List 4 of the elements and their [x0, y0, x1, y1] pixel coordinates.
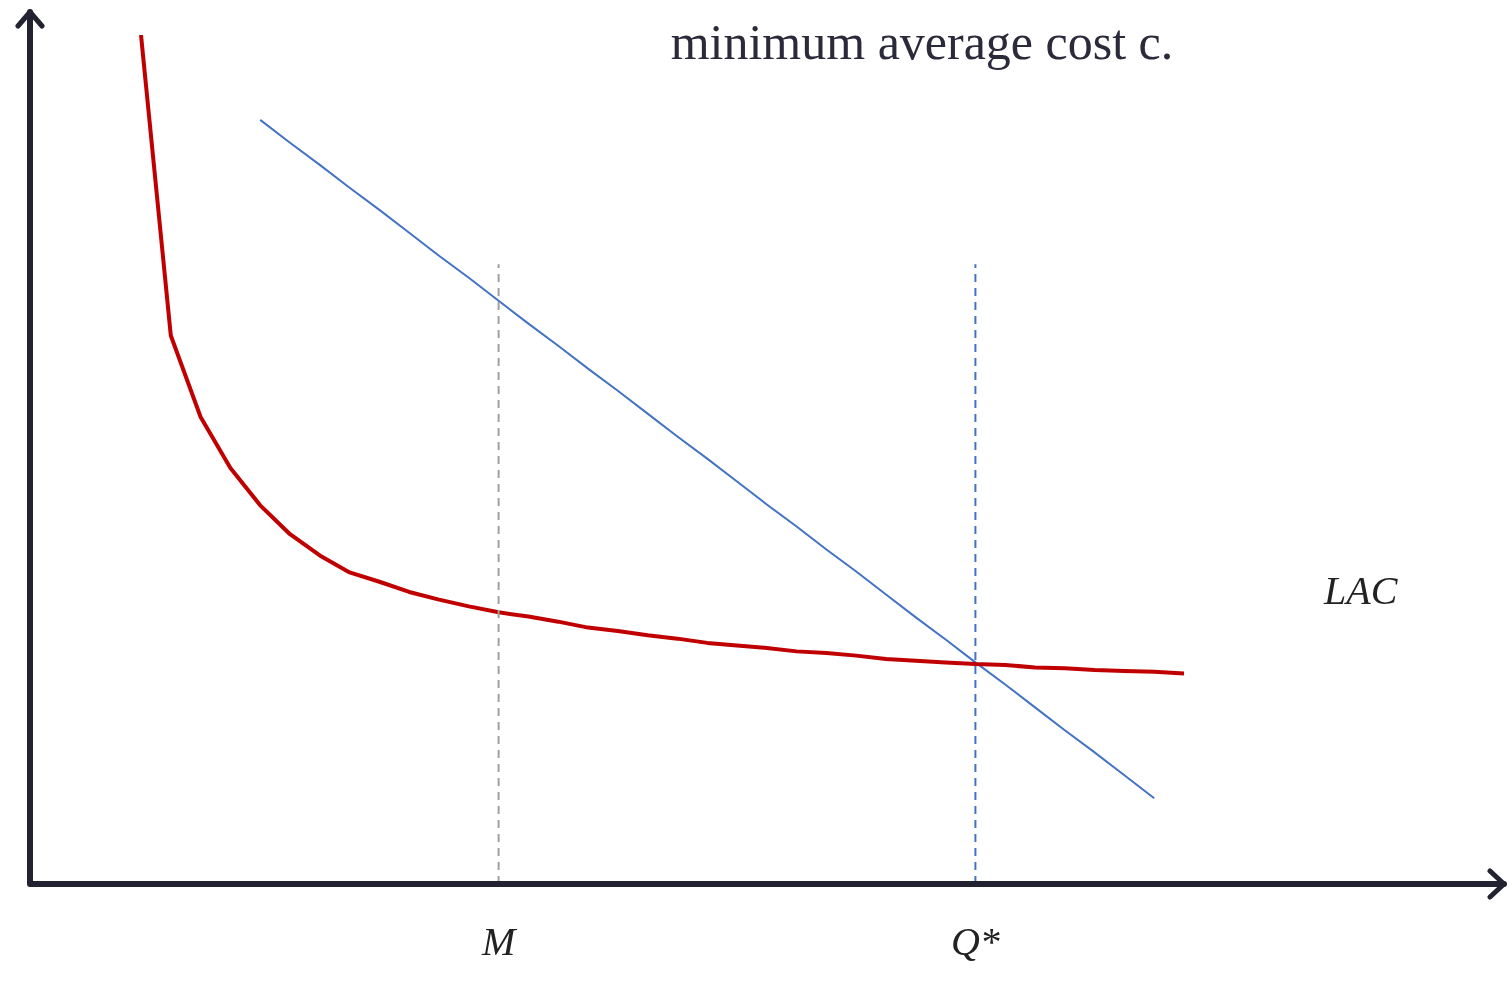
text: LAC: [1323, 567, 1399, 613]
x-tick-label: M: [480, 918, 518, 964]
x-tick-label: Q*: [950, 918, 1000, 964]
chart-title: minimum average cost c.: [670, 14, 1174, 71]
